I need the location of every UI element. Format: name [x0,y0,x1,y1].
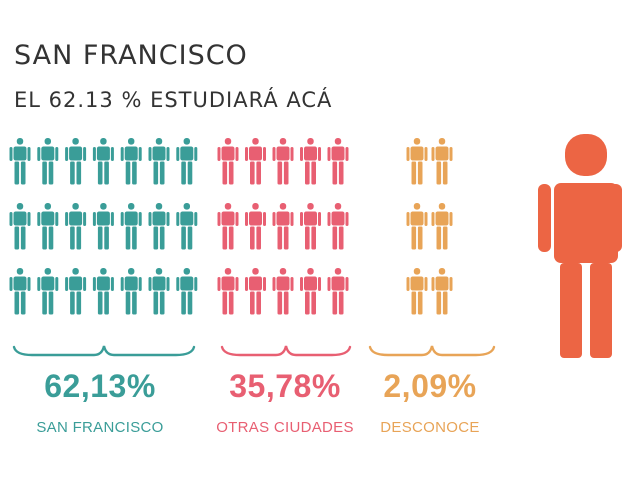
person-icon-otras-ciudades-1-2 [272,203,294,250]
person-icon-otras-ciudades-0-3 [300,138,321,185]
person-icon-san-francisco-1-0 [9,203,31,250]
person-icon-san-francisco-0-1 [37,138,59,185]
category-label-san-francisco: SAN FRANCISCO [36,419,164,436]
value-label-otras-ciudades: 35,78% [229,368,341,404]
person-icon-san-francisco-0-4 [120,138,142,185]
value-label-san-francisco: 62,13% [44,368,156,404]
person-icon-otras-ciudades-1-4 [327,203,349,250]
person-icon-desconoce-1-1 [431,203,453,250]
person-icon-san-francisco-2-1 [37,268,59,315]
person-icon-san-francisco-1-1 [37,203,59,250]
value-label-desconoce: 2,09% [383,368,477,404]
person-icon-san-francisco-1-6 [176,203,198,250]
person-icon-san-francisco-0-5 [148,138,170,185]
category-label-desconoce: DESCONOCE [380,419,480,436]
person-icon-desconoce-1-0 [406,203,428,250]
person-icon-otras-ciudades-2-2 [272,268,294,315]
person-icon-desconoce-2-0 [406,268,428,315]
person-icon-desconoce-2-1 [431,268,453,315]
brace-san-francisco [12,345,196,357]
brace-desconoce [368,345,496,357]
person-icon-san-francisco-2-6 [176,268,198,315]
person-icon-otras-ciudades-2-3 [300,268,321,315]
person-icon-san-francisco-0-0 [9,138,31,185]
large-person-icon [538,134,622,358]
brace-otras-ciudades [220,345,352,357]
chart-subtitle: EL 62.13 % ESTUDIARÁ ACÁ [14,88,333,112]
person-icon-san-francisco-2-5 [148,268,170,315]
person-icon-desconoce-0-0 [406,138,428,185]
person-icon-otras-ciudades-2-0 [217,268,239,315]
person-icon-otras-ciudades-1-1 [245,203,266,250]
person-icon-otras-ciudades-0-0 [217,138,239,185]
person-icon-san-francisco-2-2 [65,268,87,315]
person-icon-otras-ciudades-0-1 [245,138,266,185]
person-icon-san-francisco-1-3 [92,203,114,250]
category-label-otras-ciudades: OTRAS CIUDADES [216,419,354,436]
person-icon-san-francisco-2-0 [9,268,31,315]
person-icon-otras-ciudades-0-4 [327,138,349,185]
person-icon-san-francisco-1-5 [148,203,170,250]
person-icon-otras-ciudades-0-2 [272,138,294,185]
person-icon-otras-ciudades-1-0 [217,203,239,250]
chart-title: SAN FRANCISCO [14,40,248,71]
person-icon-otras-ciudades-2-1 [245,268,266,315]
person-icon-san-francisco-1-4 [120,203,142,250]
person-icon-desconoce-0-1 [431,138,453,185]
person-icon-san-francisco-0-2 [65,138,87,185]
person-icon-san-francisco-0-6 [176,138,198,185]
person-icon-otras-ciudades-1-3 [300,203,321,250]
person-icon-san-francisco-2-3 [92,268,114,315]
person-icon-san-francisco-0-3 [92,138,114,185]
person-icon-san-francisco-2-4 [120,268,142,315]
person-icon-san-francisco-1-2 [65,203,87,250]
person-icon-otras-ciudades-2-4 [327,268,349,315]
